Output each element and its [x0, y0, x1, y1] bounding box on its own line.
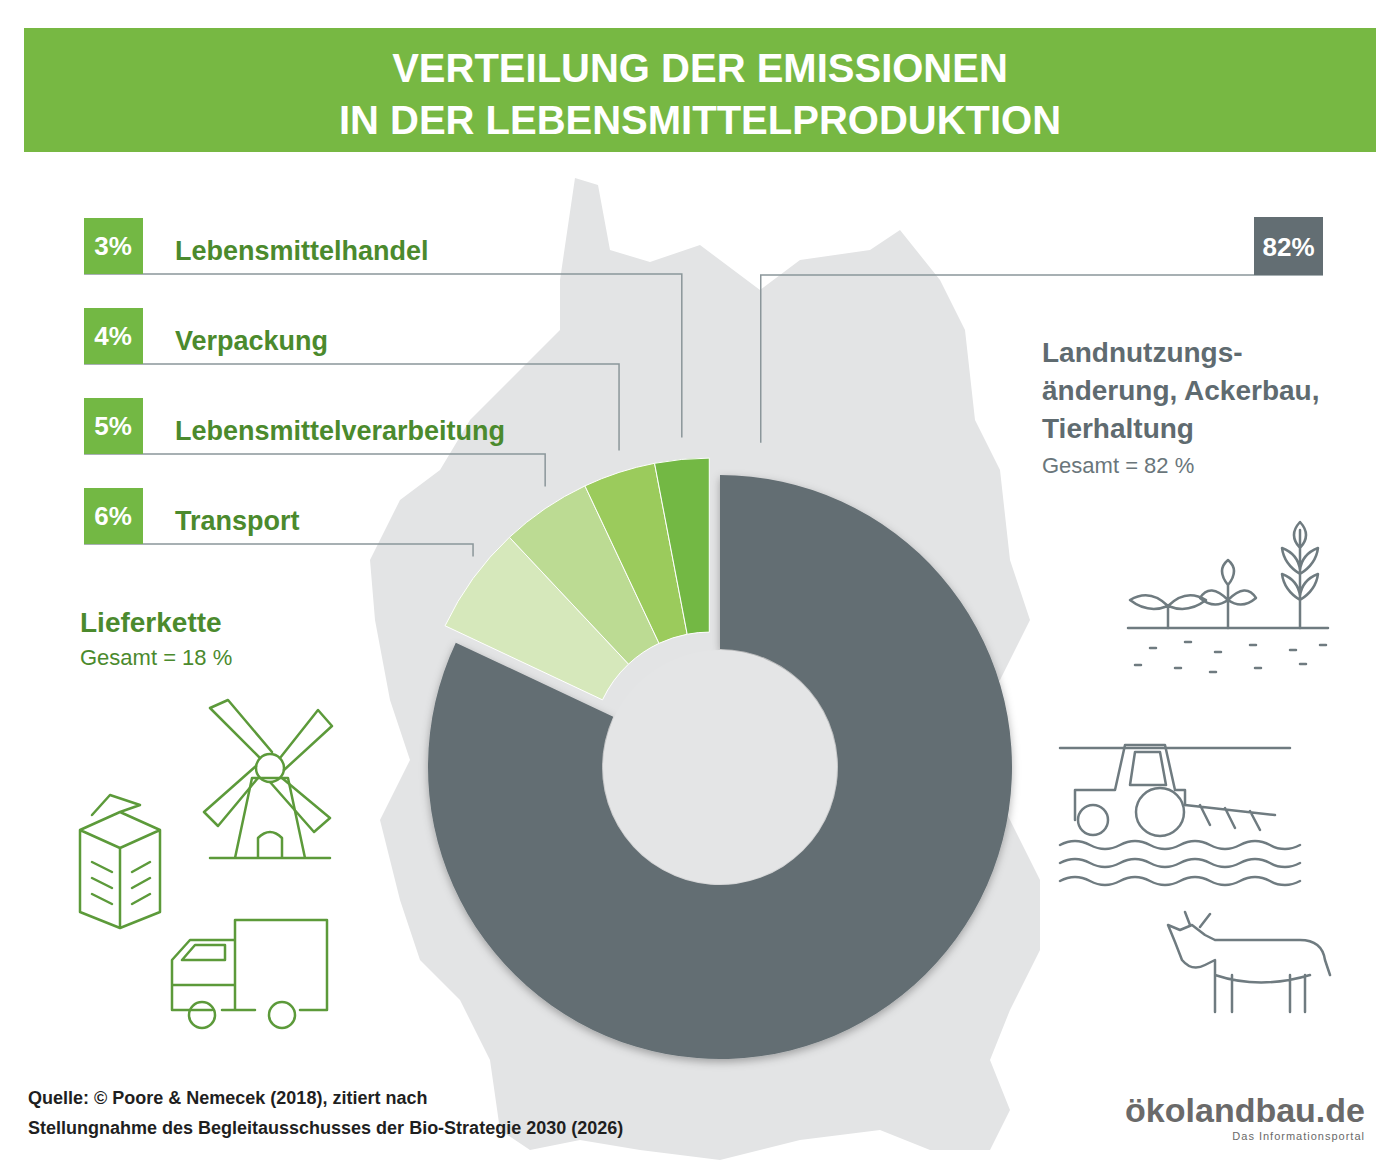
- group-total: Gesamt = 82 %: [1042, 453, 1194, 478]
- icon-windmill: [204, 700, 332, 832]
- value-label-box: [84, 398, 143, 454]
- data-label: 82%: [1262, 232, 1314, 262]
- value-label-box: [84, 308, 143, 364]
- category-label: Lebensmittelhandel: [175, 236, 429, 266]
- icon-tractor: [1075, 745, 1185, 820]
- value-label-box: [84, 488, 143, 544]
- logo-tagline: Das Informationsportal: [1232, 1130, 1365, 1142]
- leader-line: [84, 544, 473, 556]
- value-label-box: [1254, 217, 1323, 275]
- icon-tractor: [1060, 747, 1290, 750]
- icon-truck: [172, 920, 327, 1010]
- icon-tractor: [1078, 805, 1108, 835]
- category-label: Transport: [175, 506, 300, 536]
- leader-line: [84, 274, 682, 437]
- icon-truck: [189, 1002, 215, 1028]
- data-label: 5%: [94, 411, 132, 441]
- main-slice-group: [428, 475, 1012, 1059]
- group-title: Lieferkette: [80, 607, 222, 638]
- title: VERTEILUNG DER EMISSIONENIN DER LEBENSMI…: [339, 46, 1061, 142]
- category-label: Lebensmittelverarbeitung: [175, 416, 505, 446]
- icon-cow: [1168, 912, 1330, 1012]
- data-label: 4%: [94, 321, 132, 351]
- icon-field: [1060, 841, 1300, 885]
- icon-plants: [1135, 642, 1326, 672]
- infographic: VERTEILUNG DER EMISSIONENIN DER LEBENSMI…: [0, 0, 1400, 1165]
- plot-area: [428, 458, 1012, 1059]
- icons: [80, 522, 1330, 1028]
- leader-line: [84, 454, 545, 487]
- icon-plants: [1200, 560, 1256, 628]
- source: Quelle: © Poore & Nemecek (2018), zitier…: [28, 1088, 623, 1138]
- leader-line: [84, 364, 619, 450]
- category-label: Landnutzungs-änderung, Ackerbau,Tierhalt…: [1042, 337, 1319, 444]
- group-total: Gesamt = 18 %: [80, 645, 232, 670]
- icon-plants: [1282, 522, 1318, 628]
- map-background: [370, 178, 1040, 1160]
- labels: 6% Transport 5% Lebensmittelverarbeitung 4% V…: [80, 217, 1323, 670]
- icon-carton: [80, 795, 160, 928]
- icon-truck: [269, 1002, 295, 1028]
- title-banner: [24, 28, 1376, 152]
- value-label-box: [84, 218, 143, 274]
- icon-tractor: [1130, 752, 1166, 785]
- icon-plants: [1130, 595, 1206, 628]
- slice: [655, 458, 710, 634]
- icon-tractor: [1136, 788, 1184, 836]
- logo: ökolandbau.de: [1125, 1091, 1365, 1129]
- category-label: Verpackung: [175, 326, 328, 356]
- icon-tractor: [1185, 805, 1275, 830]
- donut-hole: [603, 650, 837, 884]
- slice: [428, 475, 1012, 1059]
- data-label: 3%: [94, 231, 132, 261]
- data-label: 6%: [94, 501, 132, 531]
